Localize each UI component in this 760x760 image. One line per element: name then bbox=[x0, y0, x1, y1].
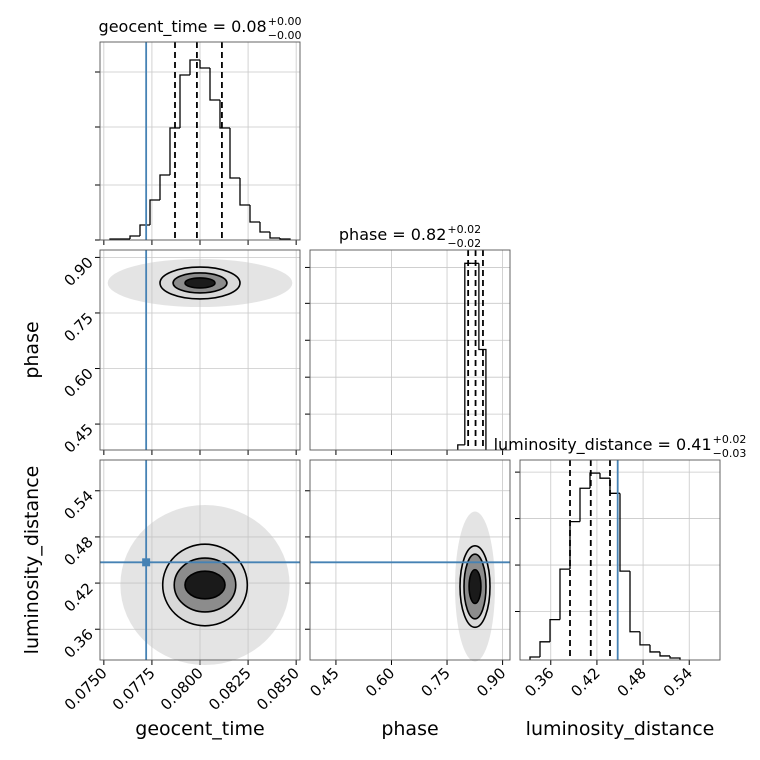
title-lower: −0.03 bbox=[713, 447, 747, 460]
histogram-title: phase = 0.82 bbox=[339, 225, 446, 244]
x-tick-label: 0.0825 bbox=[205, 664, 255, 714]
panel-frame bbox=[99, 459, 301, 661]
histogram-step bbox=[669, 655, 681, 660]
histogram-step bbox=[629, 571, 640, 633]
title-upper: +0.00 bbox=[268, 15, 302, 28]
panel-frame bbox=[309, 459, 511, 661]
title-upper: +0.02 bbox=[447, 223, 481, 236]
histogram-title: geocent_time = 0.08 bbox=[99, 17, 267, 37]
histogram-step bbox=[569, 520, 580, 570]
density-contour bbox=[184, 570, 226, 600]
x-axis-label: phase bbox=[381, 718, 438, 740]
y-axis-label: phase bbox=[21, 321, 43, 378]
title-upper: +0.02 bbox=[713, 433, 747, 446]
histogram-step bbox=[619, 493, 630, 572]
histogram-step bbox=[559, 568, 570, 620]
x-tick-label: 0.0750 bbox=[61, 664, 111, 714]
y-tick-label: 0.60 bbox=[60, 365, 96, 401]
histogram-step bbox=[659, 651, 670, 657]
histogram-step bbox=[179, 74, 190, 128]
y-axis-label: luminosity_distance bbox=[21, 466, 43, 655]
panel-frame bbox=[99, 41, 301, 241]
x-axis-label: luminosity_distance bbox=[526, 718, 715, 740]
histogram-step bbox=[139, 224, 150, 236]
y-tick-label: 0.48 bbox=[60, 533, 96, 569]
histogram-step bbox=[229, 128, 240, 179]
title-lower: −0.02 bbox=[447, 237, 481, 250]
x-tick-label: 0.60 bbox=[362, 664, 398, 700]
y-tick-label: 0.45 bbox=[60, 420, 96, 456]
histogram-step bbox=[149, 199, 160, 225]
x-tick-label: 0.0850 bbox=[253, 664, 303, 714]
y-tick-label: 0.54 bbox=[60, 487, 96, 523]
y-tick-label: 0.36 bbox=[60, 625, 96, 661]
x-tick-label: 0.0775 bbox=[109, 664, 159, 714]
histogram-step bbox=[539, 641, 550, 657]
histogram-step bbox=[279, 238, 291, 240]
histogram-step bbox=[159, 174, 170, 200]
histogram-step bbox=[189, 59, 200, 75]
panel-frame bbox=[309, 249, 511, 451]
density-contour bbox=[184, 277, 216, 289]
histogram-step bbox=[199, 60, 210, 69]
histogram-step bbox=[239, 178, 250, 206]
truth-marker bbox=[142, 558, 151, 567]
panel-frame bbox=[519, 459, 721, 661]
histogram-step bbox=[259, 222, 270, 233]
histogram-step bbox=[457, 444, 465, 450]
y-tick-label: 0.90 bbox=[60, 254, 96, 290]
histogram-step bbox=[209, 68, 220, 101]
histogram-step bbox=[549, 618, 560, 642]
histogram-step bbox=[269, 232, 280, 239]
histogram-step bbox=[579, 487, 590, 522]
x-tick-label: 0.45 bbox=[306, 664, 342, 700]
x-tick-label: 0.75 bbox=[418, 664, 454, 700]
histogram-step bbox=[639, 631, 650, 646]
histogram-title: luminosity_distance = 0.41 bbox=[494, 435, 712, 455]
histogram-step bbox=[599, 473, 610, 479]
histogram-step bbox=[478, 263, 487, 450]
y-tick-label: 0.42 bbox=[60, 579, 96, 615]
panel-frame bbox=[99, 249, 301, 451]
histogram-step bbox=[464, 262, 472, 445]
histogram-step bbox=[219, 100, 230, 129]
x-axis-label: geocent_time bbox=[135, 718, 264, 740]
x-tick-label: 0.36 bbox=[521, 664, 557, 700]
histogram-step bbox=[249, 205, 260, 223]
x-tick-label: 0.42 bbox=[567, 664, 603, 700]
x-tick-label: 0.0800 bbox=[157, 664, 207, 714]
title-lower: −0.00 bbox=[268, 29, 302, 42]
histogram-step bbox=[649, 644, 660, 653]
histogram-step bbox=[129, 235, 140, 239]
histogram-step bbox=[529, 656, 540, 660]
x-tick-label: 0.54 bbox=[660, 664, 696, 700]
x-tick-label: 0.48 bbox=[614, 664, 650, 700]
density-contour bbox=[468, 568, 482, 605]
histogram-step bbox=[169, 127, 180, 175]
y-tick-label: 0.75 bbox=[60, 309, 96, 345]
x-tick-label: 0.90 bbox=[473, 664, 509, 700]
